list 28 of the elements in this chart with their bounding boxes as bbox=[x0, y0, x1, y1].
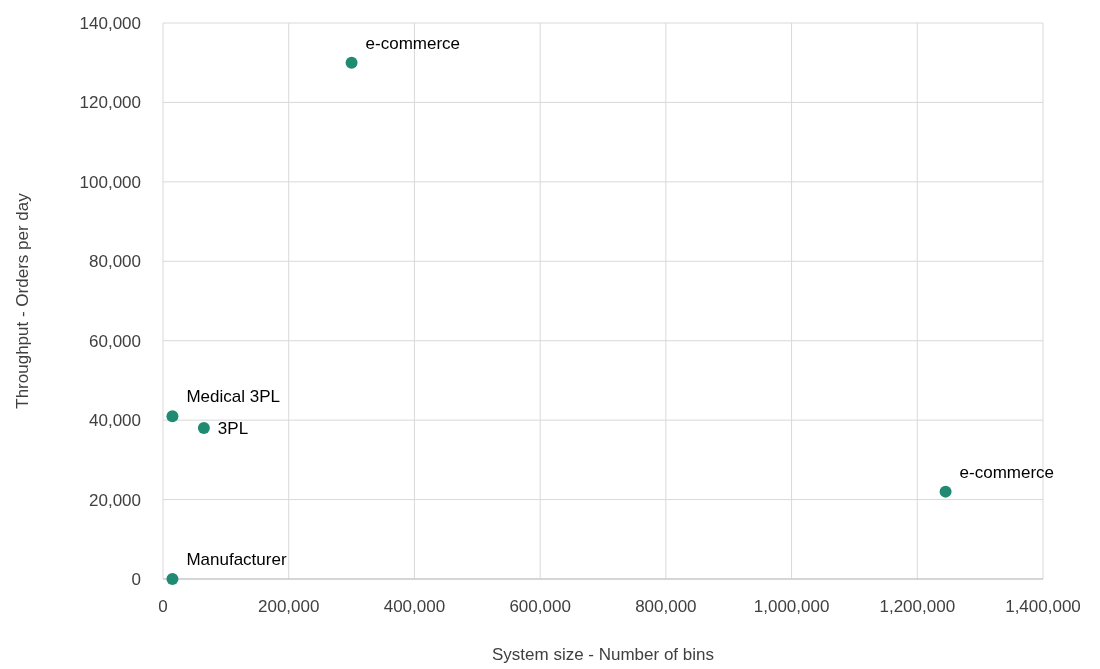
x-tick-label: 1,200,000 bbox=[879, 597, 956, 616]
y-tick-label: 40,000 bbox=[89, 411, 141, 431]
point bbox=[166, 573, 179, 585]
x-tick-label: 600,000 bbox=[509, 597, 571, 616]
y-tick-label: 60,000 bbox=[89, 331, 141, 351]
annotation: e-commerce bbox=[959, 462, 1055, 482]
annotation: Medical 3PL bbox=[186, 387, 280, 407]
x-tick-label: 1,400,000 bbox=[1005, 597, 1081, 616]
x-tick-label: 400,000 bbox=[383, 597, 446, 616]
point bbox=[345, 56, 358, 69]
y-tick-label: 0 bbox=[131, 569, 141, 589]
x-tick-label: 200,000 bbox=[257, 597, 320, 616]
x-tick-label: 800,000 bbox=[635, 597, 697, 616]
point bbox=[166, 410, 179, 423]
y-tick-label: 100,000 bbox=[79, 172, 141, 192]
y-tick-label: 120,000 bbox=[79, 93, 141, 113]
x-tick-label: 1,000,000 bbox=[753, 597, 830, 616]
y-axis-title: Throughput - Orders per day bbox=[13, 192, 32, 409]
annotation: 3PL bbox=[217, 419, 249, 439]
point bbox=[197, 422, 210, 435]
y-tick-label: 80,000 bbox=[89, 252, 141, 272]
y-tick-label: 20,000 bbox=[89, 490, 141, 510]
point bbox=[939, 485, 952, 498]
x-axis-title: System size - Number of bins bbox=[491, 645, 715, 664]
x-tick-label: 0 bbox=[158, 597, 168, 616]
annotation: Manufacturer bbox=[186, 550, 287, 569]
y-tick-label: 140,000 bbox=[79, 13, 141, 33]
annotation: e-commerce bbox=[365, 33, 461, 53]
